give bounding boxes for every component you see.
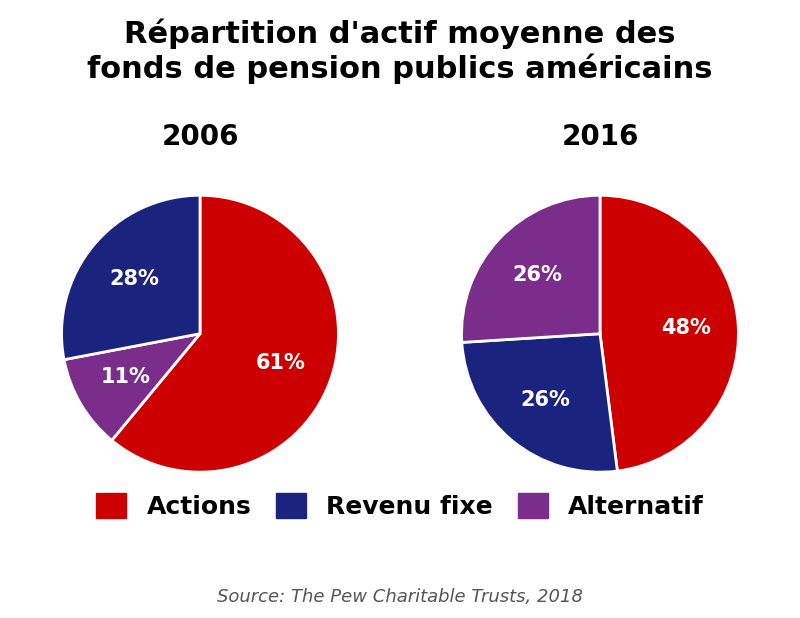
Text: 26%: 26% <box>520 390 570 410</box>
Legend: Actions, Revenu fixe, Alternatif: Actions, Revenu fixe, Alternatif <box>84 480 716 531</box>
Text: 26%: 26% <box>513 265 562 285</box>
Text: 48%: 48% <box>661 318 710 338</box>
Text: Source: The Pew Charitable Trusts, 2018: Source: The Pew Charitable Trusts, 2018 <box>217 588 583 606</box>
Wedge shape <box>62 195 200 360</box>
Text: 2006: 2006 <box>162 124 238 151</box>
Text: Répartition d'actif moyenne des
fonds de pension publics américains: Répartition d'actif moyenne des fonds de… <box>87 19 713 85</box>
Text: 61%: 61% <box>256 353 306 373</box>
Text: 11%: 11% <box>101 368 151 387</box>
Text: 28%: 28% <box>109 269 159 289</box>
Wedge shape <box>64 334 200 441</box>
Text: 2016: 2016 <box>562 124 638 151</box>
Wedge shape <box>462 334 618 472</box>
Wedge shape <box>600 195 738 471</box>
Wedge shape <box>462 195 600 342</box>
Wedge shape <box>112 195 338 472</box>
